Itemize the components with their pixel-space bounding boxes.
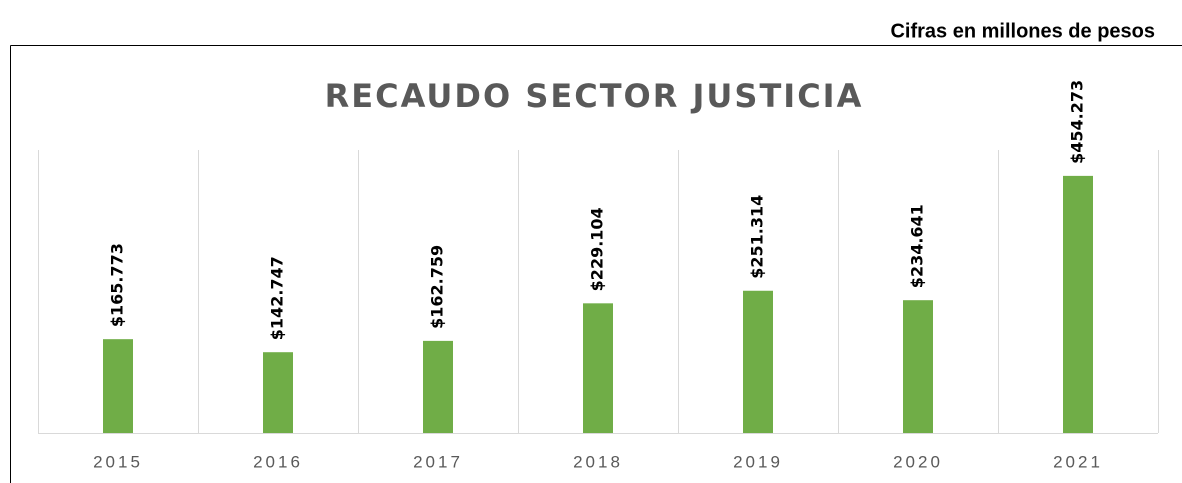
data-label: $454.273 bbox=[1068, 80, 1087, 164]
x-tick-label: 2021 bbox=[1053, 452, 1103, 471]
bar bbox=[1063, 175, 1093, 434]
bar bbox=[743, 290, 773, 433]
chart-title: RECAUDO SECTOR JUSTICIA bbox=[325, 77, 864, 115]
x-tick-label: 2018 bbox=[573, 452, 623, 471]
data-label: $229.104 bbox=[588, 207, 607, 291]
x-tick-label: 2020 bbox=[893, 452, 943, 471]
bar bbox=[103, 339, 133, 433]
x-tick-label: 2016 bbox=[253, 452, 303, 471]
bar bbox=[263, 352, 293, 433]
data-label: $162.759 bbox=[428, 245, 447, 329]
x-tick-label: 2015 bbox=[93, 452, 143, 471]
data-label: $234.641 bbox=[908, 204, 927, 288]
data-label: $251.314 bbox=[748, 195, 767, 279]
bar bbox=[423, 340, 453, 433]
bar bbox=[583, 303, 613, 433]
units-note: Cifras en millones de pesos bbox=[890, 20, 1155, 42]
data-label: $165.773 bbox=[108, 243, 127, 327]
x-tick-label: 2017 bbox=[413, 452, 463, 471]
bar bbox=[903, 300, 933, 433]
x-tick-label: 2019 bbox=[733, 452, 783, 471]
data-label: $142.747 bbox=[268, 256, 287, 340]
